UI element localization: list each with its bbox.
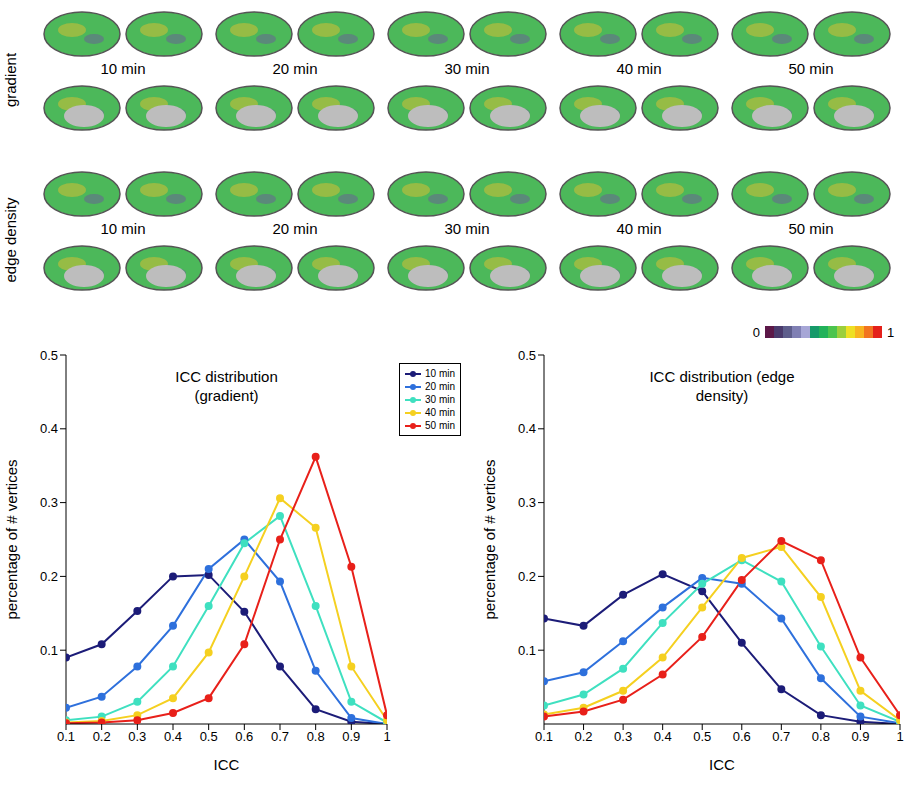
svg-text:0.3: 0.3 (128, 729, 146, 744)
svg-text:0.3: 0.3 (40, 495, 58, 510)
svg-text:0.4: 0.4 (164, 729, 182, 744)
svg-text:0.4: 0.4 (40, 421, 58, 436)
svg-text:1: 1 (887, 325, 894, 340)
svg-text:30 min: 30 min (444, 60, 489, 77)
svg-text:0.2: 0.2 (575, 729, 593, 744)
svg-text:0.1: 0.1 (518, 643, 536, 658)
svg-text:0.5: 0.5 (693, 729, 711, 744)
svg-text:0.8: 0.8 (307, 729, 325, 744)
svg-text:0.7: 0.7 (772, 729, 790, 744)
svg-text:0.7: 0.7 (271, 729, 289, 744)
svg-text:0.1: 0.1 (535, 729, 553, 744)
svg-text:ICC: ICC (709, 756, 735, 773)
svg-text:0.1: 0.1 (57, 729, 75, 744)
svg-text:40 min: 40 min (616, 60, 661, 77)
svg-text:percentage of # vertices: percentage of # vertices (3, 459, 20, 619)
svg-text:50 min: 50 min (788, 60, 833, 77)
svg-text:1: 1 (896, 729, 903, 744)
svg-text:0.2: 0.2 (518, 569, 536, 584)
html-text:50 min: 50 min (425, 420, 455, 431)
svg-text:0.9: 0.9 (851, 729, 869, 744)
svg-text:10 min: 10 min (100, 60, 145, 77)
html-text:ICC distribution (edge density: ICC distribution (edge density) (649, 368, 795, 404)
svg-text:0.3: 0.3 (614, 729, 632, 744)
svg-text:edge density: edge density (2, 197, 19, 283)
svg-text:1: 1 (383, 729, 390, 744)
svg-text:0: 0 (753, 325, 760, 340)
svg-text:0.3: 0.3 (518, 495, 536, 510)
html-text:40 min: 40 min (425, 407, 455, 418)
html-text:20 min: 20 min (425, 381, 455, 392)
svg-text:ICC: ICC (214, 756, 240, 773)
svg-text:10 min: 10 min (100, 220, 145, 237)
svg-text:0.2: 0.2 (40, 569, 58, 584)
svg-text:0.5: 0.5 (200, 729, 218, 744)
html-text:ICC distribution (gradient): ICC distribution (gradient) (175, 368, 278, 404)
svg-text:50 min: 50 min (788, 220, 833, 237)
svg-text:0.6: 0.6 (733, 729, 751, 744)
html-text:30 min: 30 min (425, 394, 455, 405)
svg-text:0.5: 0.5 (40, 348, 58, 363)
svg-text:gradient: gradient (2, 52, 19, 107)
svg-text:0.4: 0.4 (654, 729, 672, 744)
svg-text:0.1: 0.1 (40, 643, 58, 658)
svg-text:30 min: 30 min (444, 220, 489, 237)
svg-text:40 min: 40 min (616, 220, 661, 237)
svg-text:0.4: 0.4 (518, 421, 536, 436)
svg-text:0.5: 0.5 (518, 348, 536, 363)
svg-text:20 min: 20 min (272, 220, 317, 237)
svg-text:0.2: 0.2 (93, 729, 111, 744)
svg-text:0.8: 0.8 (812, 729, 830, 744)
html-text:10 min: 10 min (425, 368, 455, 379)
svg-text:0.6: 0.6 (235, 729, 253, 744)
svg-text:20 min: 20 min (272, 60, 317, 77)
svg-text:0.9: 0.9 (342, 729, 360, 744)
svg-text:percentage of # vertices: percentage of # vertices (481, 459, 498, 619)
